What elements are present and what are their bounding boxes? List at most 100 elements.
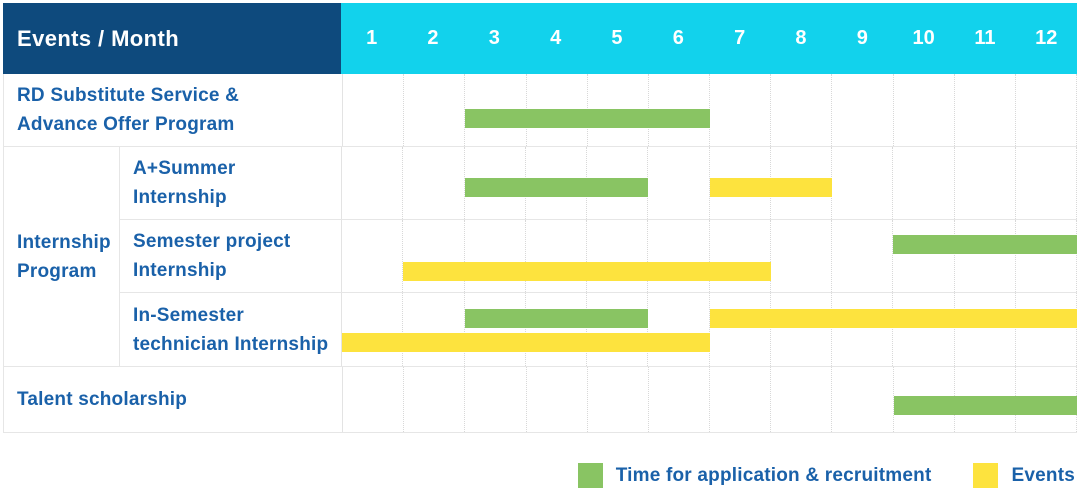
month-column	[588, 367, 649, 432]
month-column	[771, 220, 832, 292]
chart-cell-a-summer	[341, 147, 1077, 219]
month-label-10: 10	[912, 27, 935, 49]
month-column	[404, 74, 466, 146]
internship-program-group: Internship Program A+Summer Internship S…	[4, 147, 1077, 367]
gantt-bar-yellow	[403, 262, 771, 282]
month-column	[648, 220, 710, 292]
month-column	[955, 220, 1016, 292]
month-column	[771, 293, 832, 366]
yellow-swatch-icon	[973, 463, 999, 488]
events-month-header-cell: Events / Month	[3, 3, 341, 74]
month-column	[648, 293, 710, 366]
month-column	[955, 74, 1016, 146]
row-a-summer: A+Summer Internship	[120, 147, 1077, 220]
month-column	[1016, 293, 1077, 366]
month-column	[1016, 147, 1077, 219]
month-column	[832, 220, 894, 292]
month-column	[893, 293, 955, 366]
month-label-1: 1	[366, 27, 378, 49]
legend: Time for application & recruitment Event…	[3, 463, 1077, 488]
month-column	[587, 293, 649, 366]
row-in-semester: In-Semester technician Internship	[120, 293, 1077, 366]
month-column	[587, 220, 649, 292]
gantt-bar-green	[464, 309, 649, 329]
green-swatch-icon	[577, 463, 603, 488]
row-label-a-summer: A+Summer Internship	[133, 158, 236, 208]
month-column	[526, 220, 587, 292]
month-column	[649, 367, 711, 432]
month-column	[342, 147, 404, 219]
row-label-semester-project: Semester project Internship	[133, 231, 291, 281]
legend-item-application: Time for application & recruitment	[577, 463, 932, 488]
legend-label-events: Events	[1011, 464, 1075, 486]
chart-cell-in-semester	[341, 293, 1077, 366]
gantt-bar-green	[464, 177, 649, 197]
month-column	[342, 220, 404, 292]
month-header-strip: 1 2 3 4 5 6 7 8 9 10 11 12	[341, 3, 1077, 74]
legend-label-application: Time for application & recruitment	[615, 464, 932, 486]
gantt-bar-green	[893, 235, 1077, 255]
month-column	[465, 367, 527, 432]
row-rd-substitute: RD Substitute Service & Advance Offer Pr…	[4, 74, 1078, 147]
gantt-bar-green	[465, 108, 710, 128]
row-label-talent-scholarship: Talent scholarship	[17, 389, 188, 410]
month-column	[1016, 74, 1078, 146]
gantt-bar-yellow	[709, 309, 1077, 329]
month-column	[403, 147, 465, 219]
row-label-in-semester: In-Semester technician Internship	[133, 304, 329, 355]
month-column	[403, 220, 465, 292]
month-label-11: 11	[974, 27, 996, 49]
month-column	[955, 293, 1016, 366]
month-column	[710, 220, 771, 292]
month-label-4: 4	[550, 27, 562, 49]
row-semester-project: Semester project Internship	[120, 220, 1077, 293]
chart-cell-rd-substitute	[342, 74, 1078, 146]
chart-cell-semester-project	[341, 220, 1077, 292]
month-label-2: 2	[427, 27, 439, 49]
month-column	[343, 367, 405, 432]
group-label-internship-program: Internship Program	[4, 147, 120, 366]
month-column	[710, 293, 771, 366]
month-column	[894, 74, 955, 146]
month-label-6: 6	[672, 27, 684, 49]
gantt-bar-yellow	[709, 177, 832, 197]
month-column	[343, 74, 405, 146]
month-column	[832, 293, 894, 366]
month-column	[832, 147, 894, 219]
month-column	[893, 147, 955, 219]
month-label-12: 12	[1035, 27, 1058, 49]
month-column	[710, 74, 772, 146]
header-row: Events / Month 1 2 3 4 5 6 7 8 9 10 11 12	[3, 3, 1077, 74]
month-column	[710, 367, 772, 432]
month-column	[403, 293, 465, 366]
month-column	[342, 293, 404, 366]
month-label-9: 9	[856, 27, 868, 49]
gantt-table: Events / Month 1 2 3 4 5 6 7 8 9 10 11 12 RD Substi…	[3, 3, 1078, 433]
month-column	[832, 367, 894, 432]
table-body: RD Substitute Service & Advance Offer Pr…	[3, 74, 1078, 433]
month-label-8: 8	[795, 27, 807, 49]
month-column	[404, 367, 466, 432]
month-column	[771, 367, 833, 432]
month-column	[526, 293, 587, 366]
row-talent-scholarship: Talent scholarship	[4, 367, 1078, 433]
chart-cell-talent-scholarship	[342, 367, 1078, 432]
gantt-bar-green	[893, 395, 1077, 415]
month-column	[832, 74, 894, 146]
month-column	[955, 147, 1016, 219]
internship-program-rows: A+Summer Internship Semester project Int…	[120, 147, 1077, 366]
row-label-rd-substitute: RD Substitute Service & Advance Offer Pr…	[17, 85, 240, 135]
month-label-5: 5	[611, 27, 623, 49]
month-column	[465, 293, 526, 366]
month-column	[771, 74, 833, 146]
month-column	[527, 367, 588, 432]
legend-item-events: Events	[973, 463, 1075, 488]
gantt-bar-yellow	[342, 333, 710, 353]
month-column	[893, 220, 955, 292]
month-label-7: 7	[734, 27, 746, 49]
month-column	[465, 220, 526, 292]
month-column	[1016, 220, 1077, 292]
month-label-3: 3	[488, 27, 500, 49]
month-column	[648, 147, 710, 219]
